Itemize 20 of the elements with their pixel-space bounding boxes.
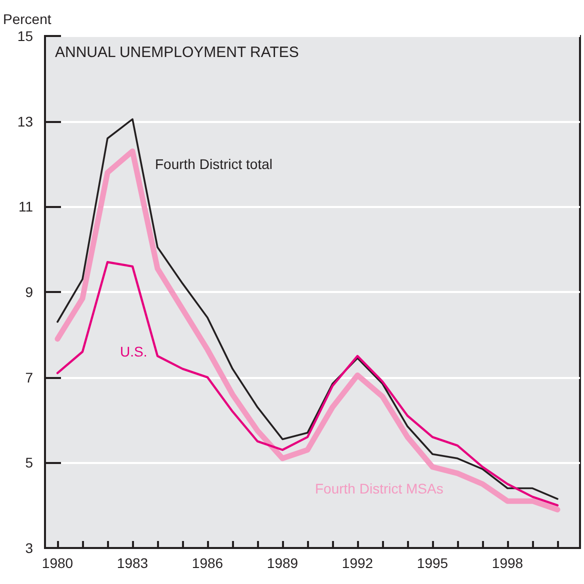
y-tick-label: 7 bbox=[25, 369, 34, 386]
x-tick-label: 1983 bbox=[116, 555, 148, 571]
x-tick-label: 1986 bbox=[192, 555, 224, 571]
y-tick-label: 3 bbox=[25, 540, 34, 556]
y-axis-title: Percent bbox=[3, 11, 52, 27]
x-tick-label: 1998 bbox=[492, 555, 524, 571]
y-tick-label: 15 bbox=[17, 28, 34, 44]
x-tick-label: 1980 bbox=[42, 555, 74, 571]
x-tick-label: 1989 bbox=[266, 555, 298, 571]
text: ANNUAL UNEMPLOYMENT RATES bbox=[55, 44, 299, 61]
y-tick-label: 11 bbox=[18, 198, 34, 215]
y-tick-label: 13 bbox=[17, 113, 34, 130]
series-label: Fourth District MSAs bbox=[315, 480, 444, 496]
series-label: U.S. bbox=[120, 344, 148, 360]
y-tick-label: 5 bbox=[25, 454, 34, 471]
line-series bbox=[56, 261, 559, 506]
x-tick-label: 1992 bbox=[342, 555, 374, 571]
series-label: Fourth District total bbox=[155, 156, 272, 172]
x-tick-label: 1995 bbox=[416, 555, 448, 571]
y-tick-label: 9 bbox=[25, 284, 34, 300]
